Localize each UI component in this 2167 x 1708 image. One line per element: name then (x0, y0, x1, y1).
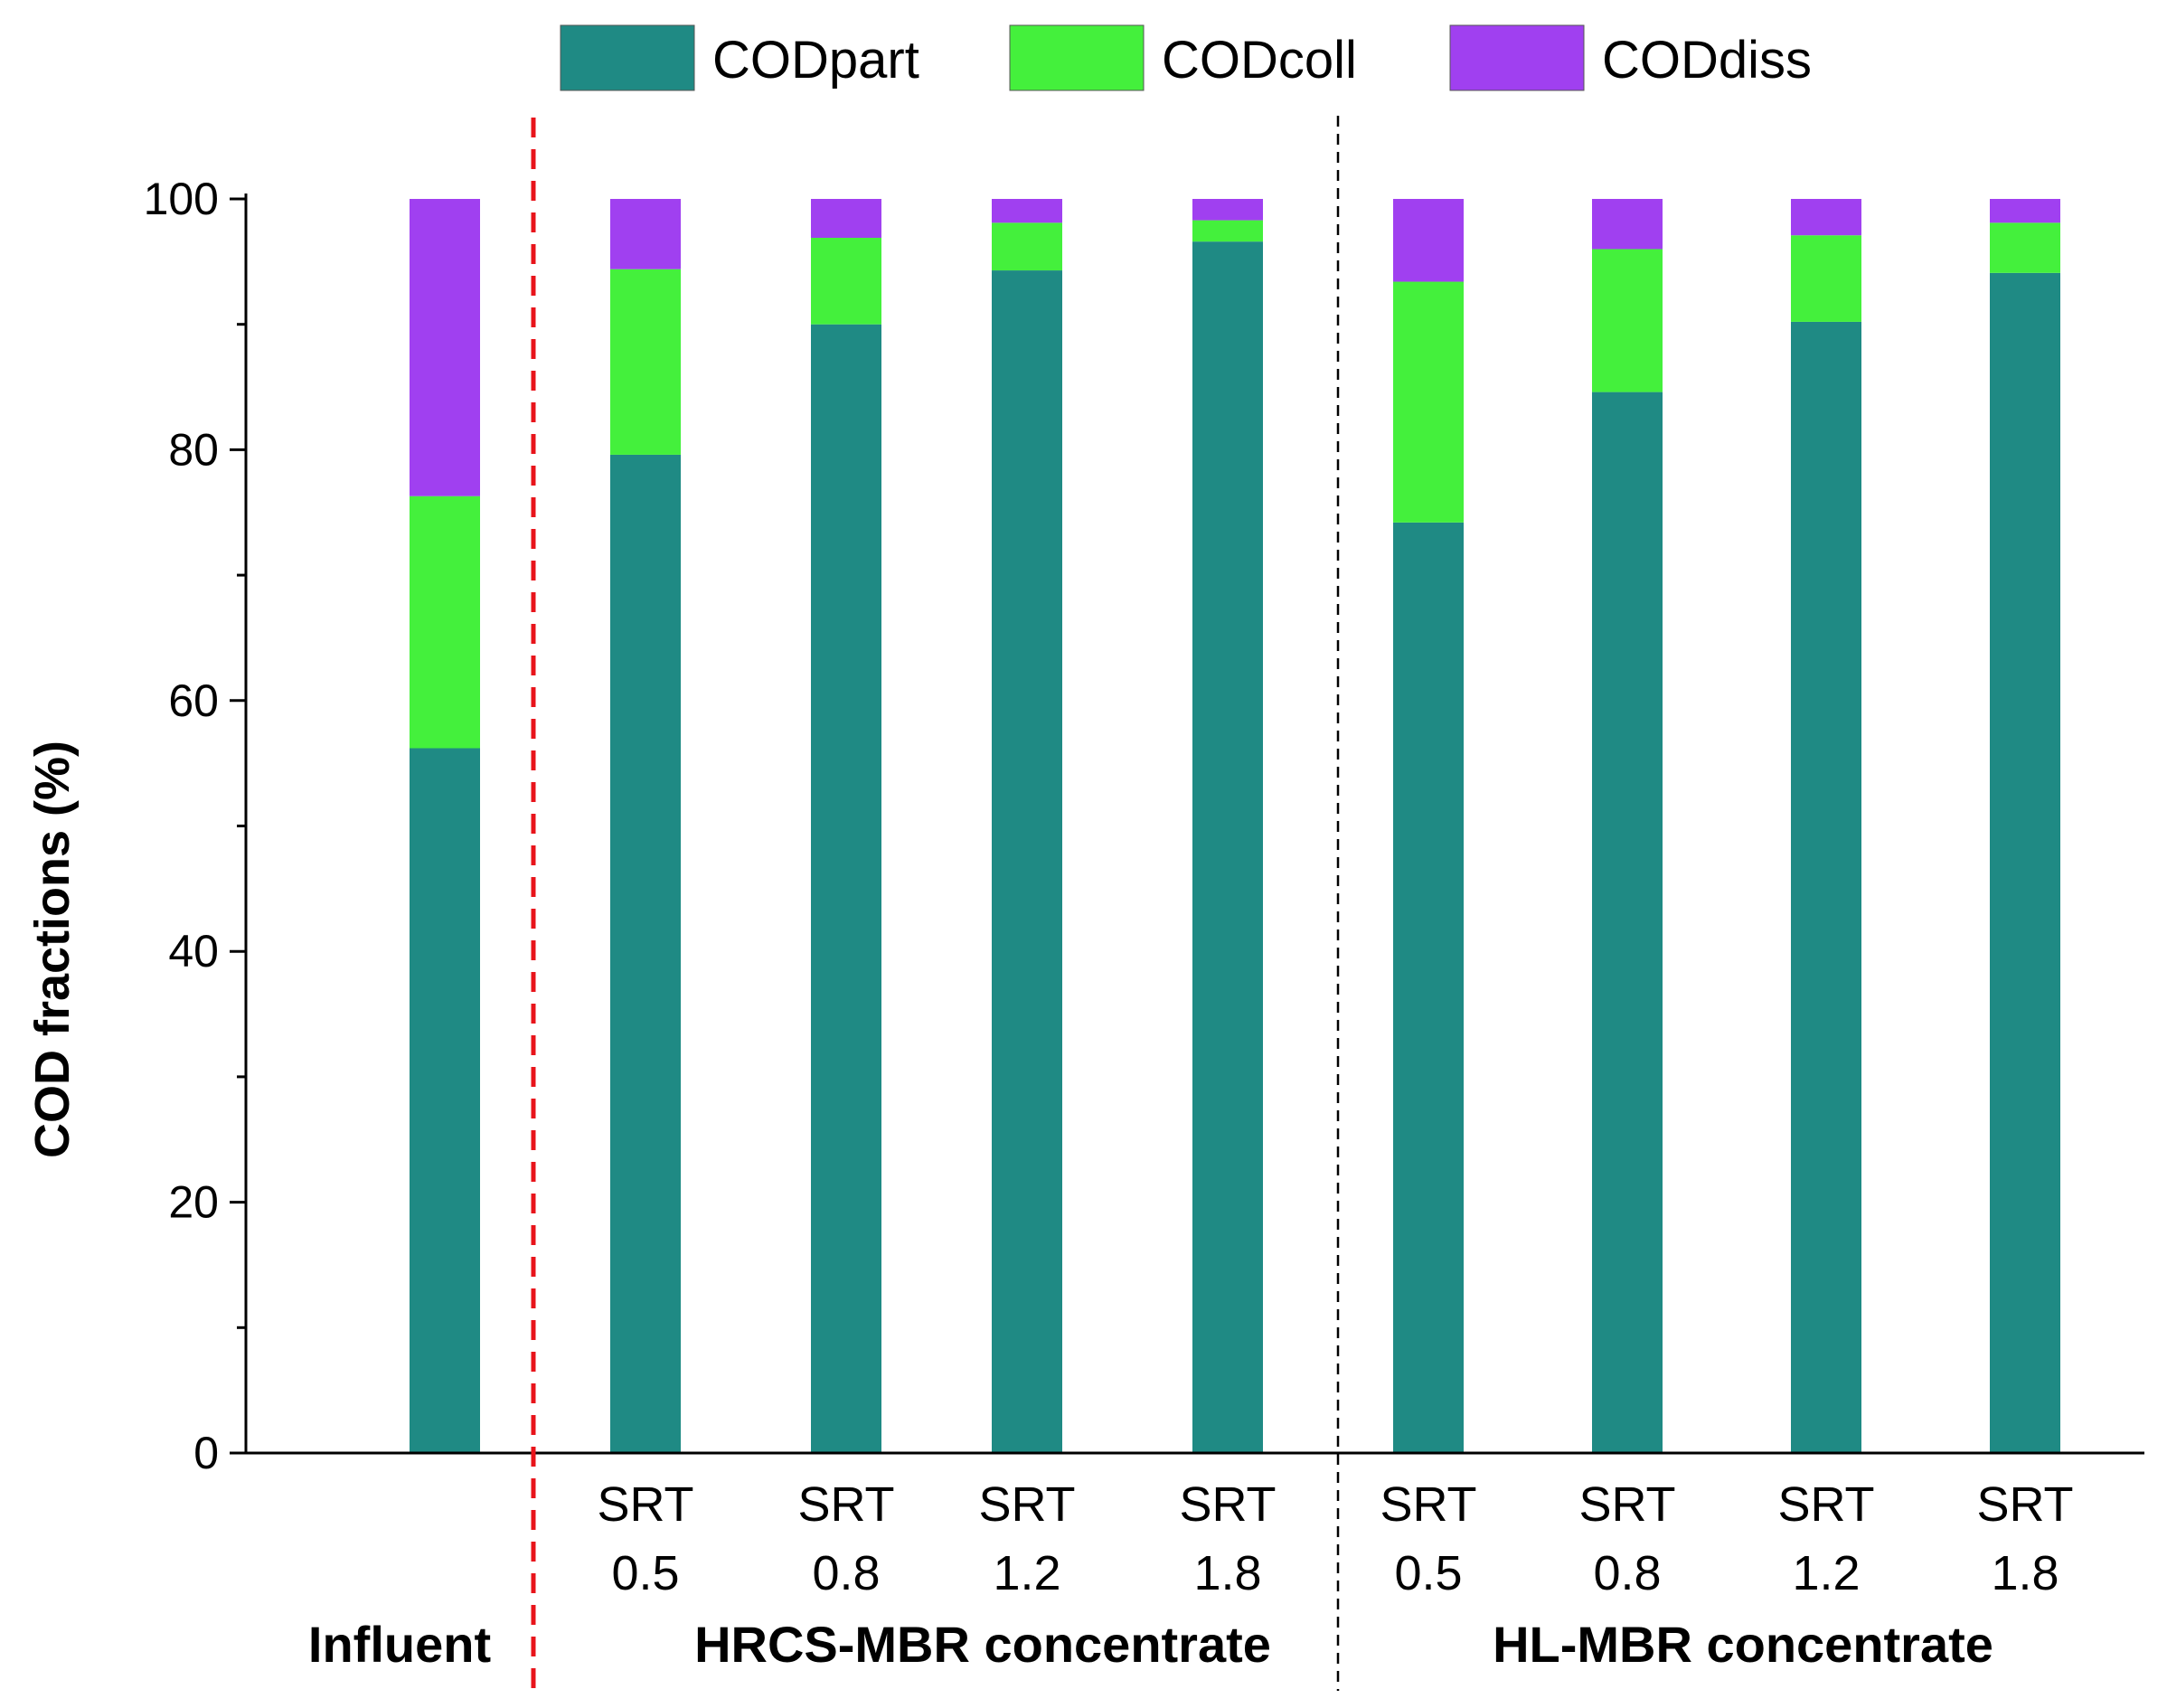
legend-label-coddiss: CODdiss (1602, 31, 1812, 90)
group-label: HRCS-MBR concentrate (694, 1616, 1271, 1673)
bars (410, 199, 2060, 1454)
y-tick-label: 60 (168, 675, 219, 726)
legend-label-codcoll: CODcoll (1162, 31, 1357, 90)
x-category-label-line1: SRT (597, 1477, 693, 1532)
bar-codpart (992, 270, 1062, 1454)
group-label: HL-MBR concentrate (1493, 1616, 1993, 1673)
bar-codpart (1592, 392, 1663, 1453)
bar-codcoll (1990, 222, 2060, 273)
group-label: Influent (308, 1616, 491, 1673)
y-axis-title: COD fractions (%) (25, 741, 80, 1158)
y-tick-label: 40 (168, 926, 219, 977)
bar-coddiss (1990, 199, 2060, 223)
legend-swatch-codcoll (1009, 24, 1145, 91)
bar-codcoll (410, 495, 480, 749)
bar-coddiss (992, 199, 1062, 223)
bar-codcoll (1592, 249, 1663, 392)
x-category-label-line1: SRT (1578, 1477, 1675, 1532)
x-category-label-line2: 1.2 (993, 1546, 1060, 1600)
x-category-label-line1: SRT (1976, 1477, 2073, 1532)
bar-codpart (610, 454, 681, 1453)
x-category-label-line2: 0.5 (1394, 1546, 1462, 1600)
x-category-label-line2: 1.8 (1193, 1546, 1261, 1600)
group-dividers (531, 116, 1340, 1691)
legend-swatch-coddiss (1449, 24, 1585, 91)
x-category-labels: SRT 0.5 SRT 0.8 SRT 1.2 SRT 1.8 SRT 0.5 SRT 0.8 SRT 1… (597, 1477, 2073, 1600)
bar-codpart (410, 748, 480, 1453)
x-category-label-line2: 0.5 (611, 1546, 679, 1600)
bar-codpart (1791, 321, 1861, 1453)
bar-coddiss (1393, 199, 1464, 282)
x-category-label-line1: SRT (1777, 1477, 1874, 1532)
bar-coddiss (410, 199, 480, 496)
y-tick-label: 100 (144, 174, 219, 224)
bar-codcoll (610, 269, 681, 455)
x-category-label-line2: 1.2 (1792, 1546, 1860, 1600)
y-tick-label: 80 (168, 424, 219, 475)
bar-codcoll (1791, 235, 1861, 322)
y-tick-label: 0 (193, 1428, 219, 1478)
bar-coddiss (1592, 199, 1663, 250)
x-category-label-line2: 0.8 (1593, 1546, 1661, 1600)
x-category-label-line1: SRT (797, 1477, 894, 1532)
bar-codcoll (992, 222, 1062, 271)
legend: CODpart CODcoll CODdiss (560, 24, 1812, 91)
bar-coddiss (811, 199, 881, 238)
x-category-label-line1: SRT (1179, 1477, 1276, 1532)
bar-coddiss (1791, 199, 1861, 236)
x-category-label-line2: 1.8 (1991, 1546, 2059, 1600)
bar-codpart (1192, 241, 1263, 1454)
bar-coddiss (1192, 199, 1263, 221)
bar-codpart (1393, 522, 1464, 1454)
y-tick-label: 20 (168, 1177, 219, 1228)
bar-codcoll (1393, 281, 1464, 523)
legend-label-codpart: CODpart (712, 31, 919, 90)
bar-coddiss (610, 199, 681, 269)
bar-codcoll (811, 237, 881, 325)
bar-codpart (1990, 272, 2060, 1453)
x-category-label-line1: SRT (1380, 1477, 1476, 1532)
group-labels: Influent HRCS-MBR concentrate HL-MBR conce… (308, 1616, 1993, 1673)
bar-codpart (811, 324, 881, 1454)
legend-swatch-codpart (560, 24, 695, 91)
x-category-label-line1: SRT (978, 1477, 1075, 1532)
bar-codcoll (1192, 220, 1263, 242)
x-category-label-line2: 0.8 (812, 1546, 880, 1600)
axes: 0 20 40 60 80 100 (144, 174, 2144, 1478)
